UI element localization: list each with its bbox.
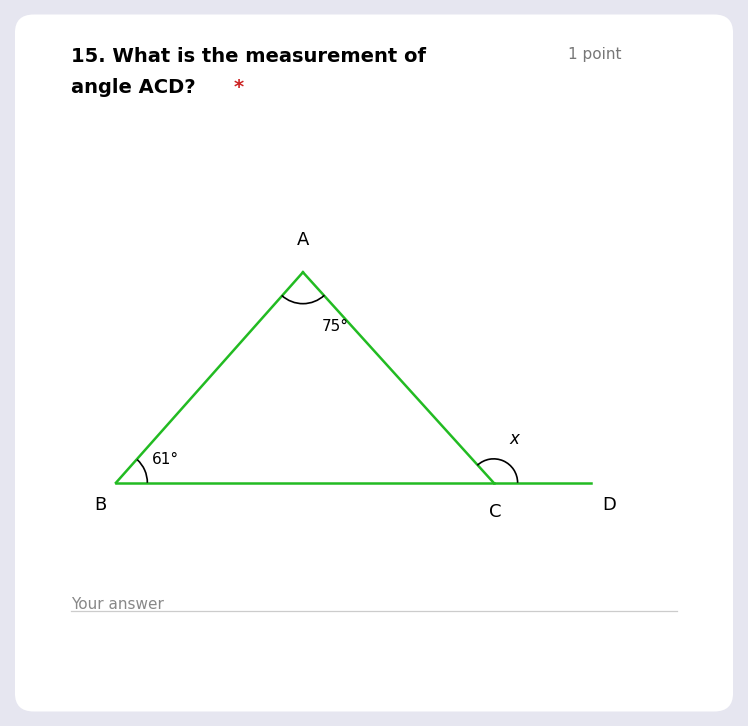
Text: D: D: [602, 496, 616, 514]
Text: angle ACD?: angle ACD?: [71, 78, 203, 97]
Text: *: *: [234, 78, 245, 97]
Text: B: B: [95, 496, 107, 514]
Text: 61°: 61°: [152, 452, 179, 467]
Text: 1 point: 1 point: [568, 47, 622, 62]
Text: Your answer: Your answer: [71, 597, 164, 612]
Text: 15. What is the measurement of: 15. What is the measurement of: [71, 47, 426, 66]
Text: 75°: 75°: [322, 319, 349, 335]
Text: A: A: [297, 231, 309, 249]
Text: C: C: [489, 503, 501, 521]
Text: x: x: [509, 430, 520, 448]
